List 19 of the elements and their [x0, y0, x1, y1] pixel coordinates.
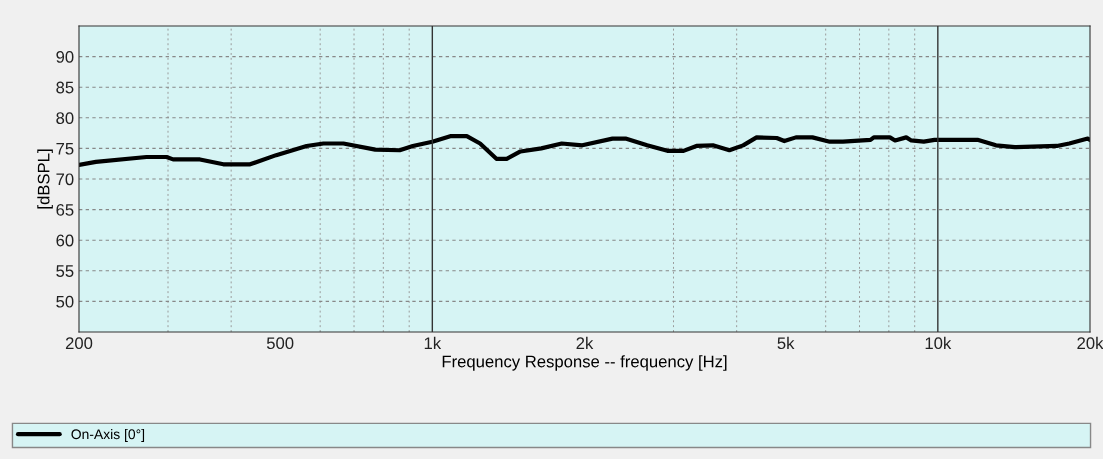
x-tick-label: 10k: [925, 336, 952, 350]
x-tick-label: 2k: [576, 336, 594, 349]
y-tick-label: 70: [56, 173, 74, 186]
x-axis-title: Frequency Response -- frequency [Hz]: [442, 355, 727, 371]
y-tick-label: 65: [56, 204, 74, 216]
x-tick-label: 1k: [424, 336, 442, 349]
y-tick-label: 55: [56, 265, 74, 277]
x-tick-label: 20k: [1077, 336, 1103, 350]
x-tick-label: 200: [65, 337, 93, 350]
y-tick-label: 85: [56, 81, 74, 94]
x-tick-label: 500: [266, 337, 294, 350]
x-tick-label: 5k: [777, 336, 795, 350]
y-tick-label: 50: [56, 295, 74, 308]
y-axis-title: [dBSPL]: [37, 149, 53, 209]
y-tick-label: 60: [56, 234, 74, 247]
y-tick-label: 80: [56, 112, 74, 124]
y-tick-label: 75: [56, 142, 74, 155]
legend-label: On-Axis [0°]: [71, 428, 145, 442]
y-tick-label: 90: [56, 51, 74, 63]
